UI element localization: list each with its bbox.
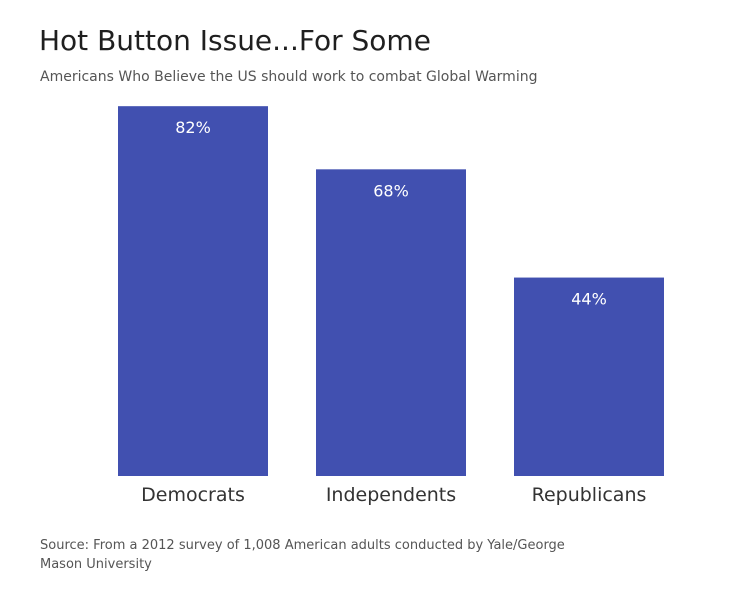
x-tick-label-independents: Independents <box>326 484 456 506</box>
chart-title: Hot Button Issue...For Some <box>39 24 431 57</box>
x-tick-label-democrats: Democrats <box>141 484 245 506</box>
bar-republicans <box>514 277 664 476</box>
bar-chart: 82% Democrats 68% Independents 44% Republican… <box>118 106 664 506</box>
data-label-republicans: 44% <box>571 290 607 309</box>
x-tick-label-republicans: Republicans <box>532 484 647 506</box>
data-label-democrats: 82% <box>175 118 211 137</box>
source-note: Source: From a 2012 survey of 1,008 Amer… <box>40 538 565 572</box>
bar-democrats <box>118 106 268 477</box>
chart-subtitle: Americans Who Believe the US should work… <box>40 69 538 85</box>
bar-independents <box>316 169 466 476</box>
data-label-independents: 68% <box>373 181 409 200</box>
